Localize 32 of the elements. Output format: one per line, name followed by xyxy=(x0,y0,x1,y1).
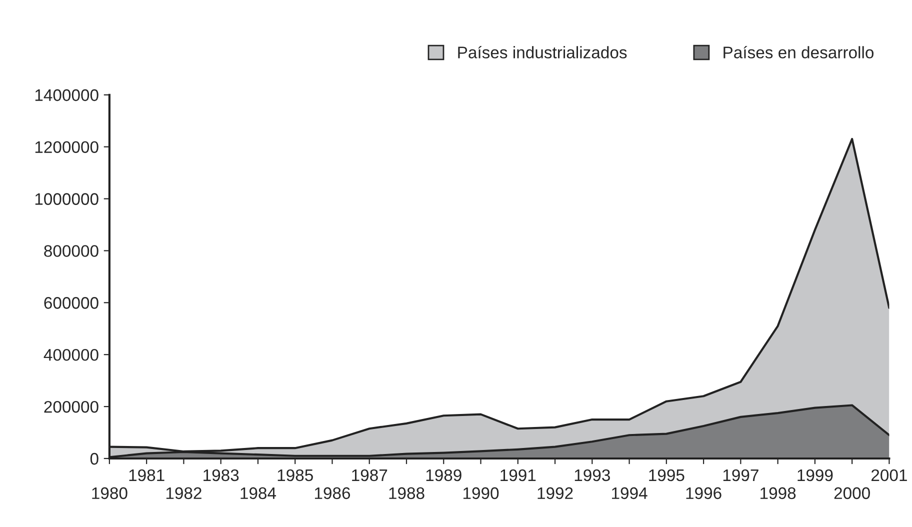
y-tick-label: 1200000 xyxy=(35,141,98,154)
x-tick-label: 1997 xyxy=(723,469,758,482)
x-tick-label: 1980 xyxy=(92,487,128,500)
x-tick-label: 1986 xyxy=(314,487,350,500)
x-tick-label: 1998 xyxy=(760,487,796,500)
y-tick-label: 600000 xyxy=(44,297,98,309)
y-tick-label: 800000 xyxy=(44,245,98,257)
x-tick-label: 2000 xyxy=(834,487,870,500)
x-tick-label: 1993 xyxy=(574,469,610,482)
x-tick-label: 1999 xyxy=(798,469,833,482)
x-tick-label: 1984 xyxy=(240,487,276,500)
x-tick-label: 1983 xyxy=(204,469,239,482)
y-tick-label: 200000 xyxy=(44,400,98,413)
legend-label: Países en desarrollo xyxy=(724,46,874,58)
x-tick-label: 2001 xyxy=(872,469,907,482)
x-tick-label: 1996 xyxy=(686,487,722,500)
y-tick-label: 0 xyxy=(90,452,98,465)
x-tick-label: 1987 xyxy=(352,469,388,482)
legend-label: Países industrializados xyxy=(458,46,627,58)
y-tick-label: 1000000 xyxy=(35,193,98,205)
x-tick-label: 1990 xyxy=(463,487,499,500)
x-tick-label: 1989 xyxy=(426,469,462,482)
x-tick-label: 1992 xyxy=(538,487,573,500)
x-tick-label: 1988 xyxy=(389,487,424,500)
y-tick-label: 400000 xyxy=(44,348,98,361)
x-tick-label: 1982 xyxy=(166,487,202,500)
x-tick-label: 1985 xyxy=(278,469,313,482)
x-tick-label: 1991 xyxy=(500,469,536,482)
x-tick-label: 1994 xyxy=(612,487,648,500)
x-tick-label: 1995 xyxy=(649,469,684,482)
y-tick-label: 1400000 xyxy=(35,89,98,102)
x-tick-label: 1981 xyxy=(129,469,164,482)
